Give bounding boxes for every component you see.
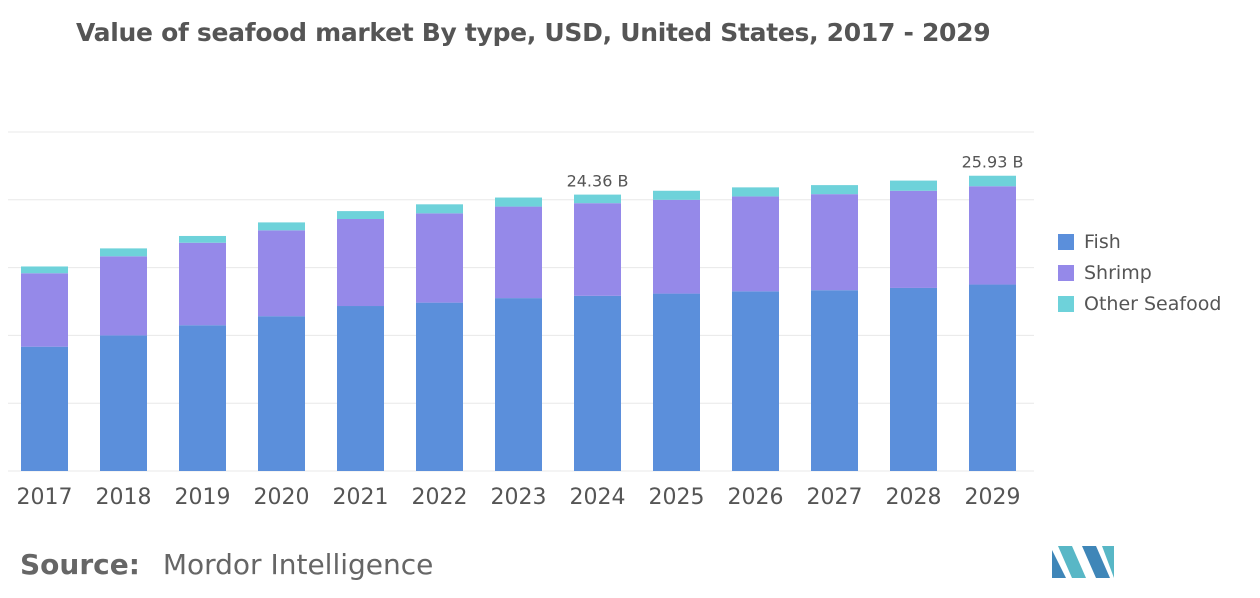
x-tick-label-2029: 2029 (965, 485, 1021, 510)
chart-title: Value of seafood market By type, USD, Un… (76, 18, 991, 47)
bar-shrimp-2020[interactable] (258, 230, 305, 317)
bar-fish-2028[interactable] (890, 287, 937, 471)
bar-shrimp-2024[interactable] (574, 203, 621, 296)
bars-group (21, 175, 1016, 471)
bar-shrimp-2019[interactable] (179, 242, 226, 326)
bar-shrimp-2028[interactable] (890, 190, 937, 288)
x-tick-label-2028: 2028 (886, 485, 942, 510)
legend-label-shrimp: Shrimp (1084, 261, 1152, 284)
bar-fish-2019[interactable] (179, 325, 226, 471)
data-label-2029: 25.93 B (962, 153, 1024, 172)
bar-other-seafood-2025[interactable] (653, 190, 700, 200)
bar-other-seafood-2026[interactable] (732, 187, 779, 197)
bar-fish-2024[interactable] (574, 295, 621, 471)
x-axis-labels: 2017 2018 2019 2020 2021 2022 2023 2024 2025 2026… (17, 485, 1021, 510)
x-tick-label-2027: 2027 (807, 485, 863, 510)
mordor-intelligence-logo-icon (1052, 546, 1114, 578)
data-labels: 24.36 B 25.93 B (567, 153, 1024, 191)
x-tick-label-2017: 2017 (17, 485, 73, 510)
x-tick-label-2020: 2020 (254, 485, 310, 510)
bar-shrimp-2023[interactable] (495, 206, 542, 299)
legend-swatch-fish (1058, 233, 1074, 250)
x-tick-label-2026: 2026 (728, 485, 784, 510)
bar-fish-2018[interactable] (100, 335, 147, 471)
bar-shrimp-2025[interactable] (653, 199, 700, 294)
legend-swatch-shrimp (1058, 264, 1074, 281)
source-credit: Source: Mordor Intelligence (20, 548, 433, 581)
bar-shrimp-2027[interactable] (811, 194, 858, 291)
bar-fish-2021[interactable] (337, 306, 384, 471)
bar-other-seafood-2023[interactable] (495, 197, 542, 207)
legend: Fish Shrimp Other Seafood (1058, 226, 1221, 319)
x-tick-label-2025: 2025 (649, 485, 705, 510)
bar-fish-2027[interactable] (811, 290, 858, 471)
bar-other-seafood-2018[interactable] (100, 248, 147, 257)
bar-shrimp-2021[interactable] (337, 219, 384, 307)
legend-item-shrimp[interactable]: Shrimp (1058, 257, 1221, 288)
legend-label-fish: Fish (1084, 230, 1121, 253)
data-label-2024: 24.36 B (567, 172, 629, 191)
bar-other-seafood-2024[interactable] (574, 194, 621, 204)
bar-fish-2025[interactable] (653, 293, 700, 471)
legend-item-fish[interactable]: Fish (1058, 226, 1221, 257)
x-tick-label-2023: 2023 (491, 485, 547, 510)
bar-other-seafood-2029[interactable] (969, 175, 1016, 187)
x-tick-label-2022: 2022 (412, 485, 468, 510)
bar-fish-2022[interactable] (416, 302, 463, 471)
bar-other-seafood-2021[interactable] (337, 211, 384, 220)
bar-fish-2017[interactable] (21, 346, 68, 471)
bar-shrimp-2029[interactable] (969, 186, 1016, 285)
bar-fish-2029[interactable] (969, 284, 1016, 471)
bar-fish-2020[interactable] (258, 316, 305, 471)
bar-other-seafood-2028[interactable] (890, 180, 937, 191)
bar-fish-2026[interactable] (732, 291, 779, 471)
bar-other-seafood-2027[interactable] (811, 185, 858, 195)
legend-item-other-seafood[interactable]: Other Seafood (1058, 288, 1221, 319)
bar-shrimp-2026[interactable] (732, 196, 779, 292)
legend-label-other-seafood: Other Seafood (1084, 292, 1222, 315)
source-label: Source: (20, 548, 140, 581)
bar-other-seafood-2020[interactable] (258, 222, 305, 231)
bar-shrimp-2018[interactable] (100, 256, 147, 336)
legend-swatch-other-seafood (1058, 295, 1074, 312)
x-tick-label-2021: 2021 (333, 485, 389, 510)
bar-shrimp-2022[interactable] (416, 213, 463, 303)
x-tick-label-2019: 2019 (175, 485, 231, 510)
x-tick-label-2018: 2018 (96, 485, 152, 510)
bar-fish-2023[interactable] (495, 298, 542, 471)
x-tick-label-2024: 2024 (570, 485, 626, 510)
bar-other-seafood-2022[interactable] (416, 204, 463, 214)
bar-other-seafood-2019[interactable] (179, 235, 226, 243)
source-value: Mordor Intelligence (162, 548, 434, 581)
bar-other-seafood-2017[interactable] (21, 266, 68, 274)
bar-shrimp-2017[interactable] (21, 273, 68, 347)
